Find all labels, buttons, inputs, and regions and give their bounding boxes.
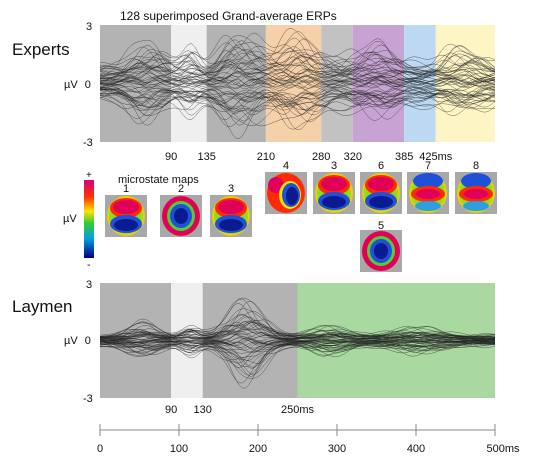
- experts-boundary-labels: 90 135 210 280 320 385 425ms: [165, 151, 453, 163]
- laymen-boundary-labels: 90 130 250ms: [165, 404, 315, 416]
- time-axis-tick-label: 0: [97, 443, 103, 455]
- experts-erp-trace: [100, 79, 495, 89]
- experts-boundary-label: 320: [344, 151, 362, 163]
- time-axis-tick-label: 300: [328, 443, 346, 455]
- experts-erp-trace: [100, 52, 495, 81]
- experts-erp-trace: [100, 75, 495, 86]
- experts-ytick-bottom: -3: [83, 137, 93, 149]
- time-axis-tick-label: 400: [407, 443, 425, 455]
- experts-boundary-label: 90: [165, 151, 177, 163]
- experts-erp-trace: [100, 35, 495, 74]
- experts-boundary-label: 280: [312, 151, 330, 163]
- laymen-erp-trace: [100, 297, 495, 338]
- experts-erp-trace: [100, 86, 495, 108]
- laymen-ytick-bottom: -3: [83, 393, 93, 405]
- experts-ylabel: µV 0: [64, 79, 91, 91]
- microstate-map: 3: [313, 160, 355, 214]
- microstate-label: 6: [378, 160, 384, 172]
- time-axis-ticks: 0 100 200 300 400 500ms: [97, 424, 520, 455]
- experts-erp-trace: [100, 93, 495, 131]
- microstate-map: 7: [407, 160, 449, 214]
- colorbar: [84, 180, 94, 258]
- laymen-erp-trace: [100, 341, 495, 364]
- experts-segment: [265, 25, 322, 142]
- laymen-ytick-top: 3: [86, 279, 92, 291]
- laymen-erp-trace: [100, 314, 495, 340]
- laymen-erp-trace: [100, 320, 495, 340]
- experts-boundary-label: 385: [395, 151, 413, 163]
- laymen-boundary-label: 250ms: [281, 404, 315, 416]
- microstate-label: 4: [283, 160, 289, 172]
- microstate-map: 5: [360, 220, 402, 272]
- laymen-erp-trace: [100, 298, 495, 339]
- laymen-waveforms: [100, 297, 495, 389]
- microstate-maps: 1 2 3 4 3 6 7 8 5: [105, 160, 497, 272]
- experts-erp-trace: [100, 86, 495, 101]
- panel-label-laymen: Laymen: [12, 297, 72, 316]
- colorbar-plus: +: [86, 170, 92, 181]
- experts-boundary-label: 210: [257, 151, 275, 163]
- colorbar-label: µV: [63, 213, 77, 225]
- experts-erp-trace: [100, 32, 495, 68]
- microstate-label: 8: [473, 160, 479, 172]
- experts-erp-trace: [100, 61, 495, 82]
- laymen-ytick-zero: 0: [85, 335, 91, 347]
- microstate-map: 6: [360, 160, 402, 214]
- experts-erp-trace: [100, 89, 495, 116]
- experts-erp-trace: [100, 71, 495, 84]
- experts-erp-trace: [100, 49, 495, 78]
- experts-waveforms: [100, 28, 495, 139]
- microstate-label: 3: [331, 160, 337, 172]
- laymen-ylabel: µV 0: [64, 335, 91, 347]
- laymen-ylabel-unit: µV: [64, 335, 78, 347]
- experts-erp-trace: [100, 88, 495, 126]
- experts-erp-trace: [100, 91, 495, 127]
- experts-erp-trace: [100, 98, 495, 127]
- experts-boundary-label: 135: [197, 151, 215, 163]
- laymen-erp-trace: [100, 339, 495, 349]
- time-axis-tick-label: 500ms: [486, 443, 520, 455]
- laymen-erp-trace: [100, 341, 495, 368]
- experts-erp-trace: [100, 28, 495, 74]
- experts-erp-trace: [100, 87, 495, 107]
- time-axis-tick-label: 200: [249, 443, 267, 455]
- microstate-label: 2: [178, 183, 184, 195]
- laymen-boundary-label: 130: [194, 404, 212, 416]
- experts-segments: [100, 25, 495, 142]
- experts-boundary-label: 425ms: [419, 151, 453, 163]
- laymen-boundary-label: 90: [165, 404, 177, 416]
- experts-erp-trace: [100, 66, 495, 82]
- time-axis-tick-label: 100: [170, 443, 188, 455]
- microstate-label: 3: [228, 183, 234, 195]
- microstate-map: 4: [265, 160, 307, 214]
- experts-ytick-zero: 0: [85, 79, 91, 91]
- microstate-title: microstate maps: [118, 174, 199, 186]
- laymen-erp-trace: [100, 342, 495, 369]
- experts-erp-trace: [100, 89, 495, 115]
- laymen-erp-trace: [100, 341, 495, 369]
- experts-erp-trace: [100, 85, 495, 103]
- microstate-label: 7: [425, 160, 431, 172]
- experts-erp-trace: [100, 86, 495, 111]
- laymen-erp-trace: [100, 321, 495, 341]
- panel-label-experts: Experts: [12, 40, 70, 59]
- microstate-label: 1: [123, 183, 129, 195]
- microstate-map: 8: [455, 160, 497, 214]
- microstate-map: 1: [105, 183, 147, 237]
- experts-erp-trace: [100, 40, 495, 76]
- experts-erp-trace: [100, 84, 495, 95]
- colorbar-minus: -: [87, 259, 91, 271]
- laymen-erp-trace: [100, 339, 495, 349]
- experts-erp-trace: [100, 51, 495, 77]
- microstate-label: 5: [378, 220, 384, 232]
- experts-ytick-top: 3: [86, 21, 92, 33]
- microstate-map: 3: [210, 183, 252, 237]
- microstate-map: 2: [160, 183, 202, 237]
- chart-title: 128 superimposed Grand-average ERPs: [120, 9, 337, 23]
- laymen-erp-trace: [100, 331, 495, 341]
- experts-ylabel-unit: µV: [64, 79, 78, 91]
